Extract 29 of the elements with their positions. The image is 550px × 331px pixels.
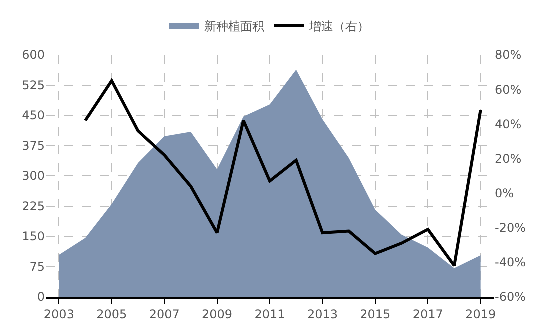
x-tick-label: 2015 [360,307,391,322]
x-tick-label: 2005 [96,307,128,322]
x-tick-label: 2009 [202,307,233,322]
y2-tick-label: -20% [495,221,526,236]
y-tick-label: 450 [22,108,45,123]
y-tick-label: 75 [30,260,45,274]
y-tick-label: 600 [22,48,45,62]
x-tick-label: 2019 [466,307,496,322]
y2-tick-label: -40% [495,256,526,270]
line-series [84,79,482,268]
x-tick-label: 2017 [412,307,444,322]
x-tick-label: 2003 [44,307,74,322]
x-tick-label: 2011 [254,307,286,322]
y2-tick-label: -60% [495,290,526,304]
y2-tick-label: 60% [495,82,522,97]
x-tick-label: 2007 [149,307,180,322]
y2-tick-label: 20% [495,152,522,166]
y-tick-label: 525 [22,78,45,92]
y-tick-label: 225 [22,199,45,214]
y-tick-label: 375 [22,138,45,153]
y-tick-label: 150 [22,230,45,244]
y-tick-label: 0 [37,290,45,304]
x-tick-label: 2013 [307,307,338,322]
y2-tick-label: 40% [495,117,522,132]
y2-tick-label: 80% [495,48,522,62]
legend-label: 增速（右） [308,20,370,34]
legend-label: 新种植面积 [204,20,264,34]
y2-tick-label: 0% [495,186,514,200]
y-tick-label: 300 [22,169,45,184]
